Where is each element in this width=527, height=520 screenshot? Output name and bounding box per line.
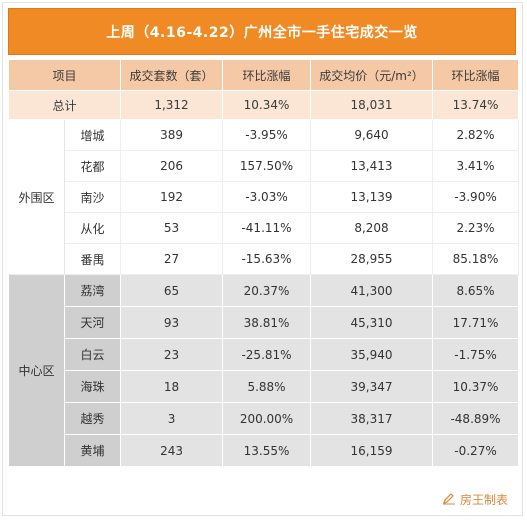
district-name: 花都: [63, 150, 122, 182]
district-units: 53: [120, 212, 224, 244]
table-row: 天河 93 38.81% 45,310 17.71%: [9, 306, 520, 339]
district-units-change: 38.81%: [222, 306, 312, 339]
district-name: 黄埔: [63, 434, 122, 467]
table-row: 中心区 荔湾 65 20.37% 41,300 8.65%: [8, 274, 520, 467]
district-price: 38,317: [310, 402, 434, 435]
district-price: 45,310: [310, 306, 434, 339]
district-units-change: -41.11%: [222, 212, 312, 244]
table-row: 越秀 3 200.00% 38,317 -48.89%: [9, 402, 520, 435]
header-project: 项目: [7, 59, 122, 91]
total-price-change: 13.74%: [432, 90, 520, 120]
header-price: 成交均价（元/m²）: [310, 59, 434, 91]
district-price: 9,640: [310, 119, 434, 151]
district-units-change: 200.00%: [222, 402, 312, 435]
district-price: 35,940: [310, 338, 434, 371]
district-units-change: -3.03%: [222, 181, 312, 213]
district-units: 192: [120, 181, 224, 213]
table-row: 花都 206 157.50% 13,413 3.41%: [9, 150, 520, 182]
region-center-label: 中心区: [8, 274, 65, 467]
district-price-change: 3.41%: [432, 150, 520, 182]
district-price-change: -48.89%: [432, 402, 520, 435]
district-price: 28,955: [310, 243, 434, 275]
district-price-change: 10.37%: [432, 370, 520, 403]
district-name: 海珠: [63, 370, 122, 403]
district-name: 荔湾: [63, 274, 122, 307]
district-price-change: 2.23%: [432, 212, 520, 244]
district-units: 27: [120, 243, 224, 275]
district-name: 天河: [63, 306, 122, 339]
district-name: 番禺: [63, 243, 122, 275]
district-price: 39,347: [310, 370, 434, 403]
table-row: 番禺 27 -15.63% 28,955 85.18%: [9, 243, 520, 275]
district-units: 65: [120, 274, 224, 307]
header-units: 成交套数（套）: [120, 59, 224, 91]
footer-source-text: 房王制表: [459, 492, 508, 507]
district-units: 18: [120, 370, 224, 403]
district-price-change: -3.90%: [432, 181, 520, 213]
header-row: 项目 成交套数（套） 环比涨幅 成交均价（元/m²） 环比涨幅: [7, 59, 520, 91]
district-price: 8,208: [310, 212, 434, 244]
district-name: 越秀: [63, 402, 122, 435]
district-price: 16,159: [310, 434, 434, 467]
district-price-change: 85.18%: [432, 243, 520, 275]
header-units-change: 环比涨幅: [222, 59, 312, 91]
total-row: 总计 1,312 10.34% 18,031 13.74%: [7, 90, 520, 120]
total-price: 18,031: [310, 90, 434, 120]
region-outer-label: 外围区: [8, 119, 65, 275]
total-units: 1,312: [120, 90, 224, 120]
district-units-change: -15.63%: [222, 243, 312, 275]
district-units-change: 13.55%: [222, 434, 312, 467]
table-row: 外围区 增城 389 -3.95% 9,640 2.82%: [8, 119, 520, 275]
total-units-change: 10.34%: [222, 90, 312, 120]
table-row: 从化 53 -41.11% 8,208 2.23%: [9, 212, 520, 244]
district-price-change: -0.27%: [432, 434, 520, 467]
table-row: 海珠 18 5.88% 39,347 10.37%: [9, 370, 520, 403]
district-units: 23: [120, 338, 224, 371]
district-price-change: 8.65%: [432, 274, 520, 307]
footer-credit: 房王制表: [8, 485, 518, 513]
table-title: 上周（4.16-4.22）广州全市一手住宅成交一览: [8, 8, 516, 55]
district-price-change: 2.82%: [432, 119, 520, 151]
district-units-change: -25.81%: [222, 338, 312, 371]
district-name: 从化: [63, 212, 122, 244]
header-price-change: 环比涨幅: [432, 59, 520, 91]
district-name: 南沙: [63, 181, 122, 213]
transaction-table: 项目 成交套数（套） 环比涨幅 成交均价（元/m²） 环比涨幅 总计 1,312…: [7, 59, 520, 467]
district-units: 93: [120, 306, 224, 339]
district-units: 389: [120, 119, 224, 151]
table-row: 黄埔 243 13.55% 16,159 -0.27%: [9, 434, 520, 467]
district-price: 41,300: [310, 274, 434, 307]
district-units: 206: [120, 150, 224, 182]
district-units-change: -3.95%: [222, 119, 312, 151]
district-name: 增城: [63, 119, 122, 151]
district-price: 13,413: [310, 150, 434, 182]
district-price-change: 17.71%: [432, 306, 520, 339]
table-row: 南沙 192 -3.03% 13,139 -3.90%: [9, 181, 520, 213]
district-units-change: 5.88%: [222, 370, 312, 403]
table-row: 白云 23 -25.81% 35,940 -1.75%: [9, 338, 520, 371]
district-units: 243: [120, 434, 224, 467]
district-units: 3: [120, 402, 224, 435]
district-units-change: 20.37%: [222, 274, 312, 307]
total-label: 总计: [7, 90, 122, 120]
district-price-change: -1.75%: [432, 338, 520, 371]
district-units-change: 157.50%: [222, 150, 312, 182]
district-price: 13,139: [310, 181, 434, 213]
pencil-icon: [442, 493, 456, 505]
district-name: 白云: [63, 338, 122, 371]
